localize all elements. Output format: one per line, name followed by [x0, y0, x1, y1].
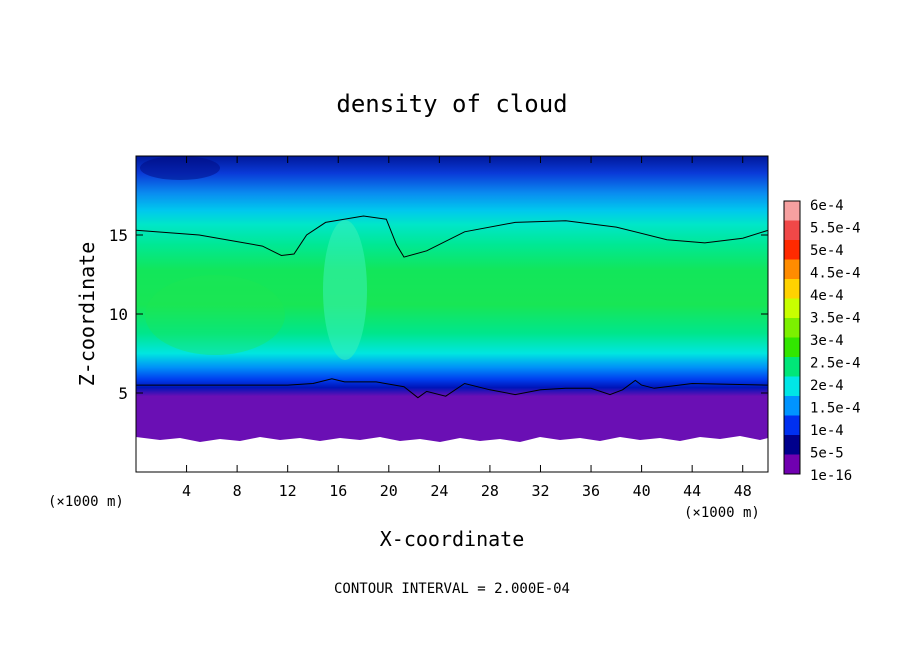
colorbar-segment	[784, 298, 800, 319]
colorbar-label: 5e-4	[810, 243, 844, 259]
colorbar-segment	[784, 376, 800, 397]
colorbar-label: 1e-4	[810, 423, 844, 439]
x-tick-label: 8	[233, 482, 242, 500]
x-tick-label: 20	[380, 482, 398, 500]
x-tick-label: 36	[582, 482, 600, 500]
colorbar-segment	[784, 435, 800, 455]
colorbar-segment	[784, 220, 800, 241]
x-tick-label: 4	[182, 482, 191, 500]
colorbar-segment	[784, 240, 800, 260]
colorbar-segment	[784, 318, 800, 338]
x-tick-label: 32	[531, 482, 549, 500]
colorbar-label: 2e-4	[810, 378, 844, 394]
colorbar-segment	[784, 396, 800, 416]
y-tick-label: 10	[109, 305, 128, 324]
colorbar-label: 1e-16	[810, 468, 852, 484]
colorbar-label: 5e-5	[810, 446, 844, 462]
x-tick-label: 44	[683, 482, 701, 500]
y-tick-label: 5	[118, 384, 128, 403]
contour-line	[136, 215, 768, 258]
x-axis-label: X-coordinate	[380, 527, 525, 551]
x-tick-label: 28	[481, 482, 499, 500]
colorbar-segment	[784, 454, 800, 475]
y-axis-label: Z-coordinate	[75, 242, 99, 387]
cloud-density-field-shape	[136, 156, 768, 442]
x-tick-label: 24	[430, 482, 448, 500]
top-dark-cell	[140, 156, 220, 180]
colorbar-label: 6e-4	[810, 198, 844, 214]
colorbar-label: 3.5e-4	[810, 311, 861, 327]
colorbar-frame	[783, 200, 801, 475]
z-unit-label: (×1000 m)	[684, 505, 760, 521]
contour-line	[136, 378, 768, 399]
colorbar-label: 3e-4	[810, 333, 844, 349]
colorbar-segment	[784, 357, 800, 377]
chart-title: density of cloud	[336, 90, 567, 118]
contour-interval-note: CONTOUR INTERVAL = 2.000E-04	[334, 581, 570, 597]
x-unit-label: (×1000 m)	[48, 494, 124, 510]
colorbar-label: 4e-4	[810, 288, 844, 304]
colorbar: 6e-4 5.5e-4 5e-4 4.5e-4 4e-4 3.5e-4 3e-4 2.5e-4…	[783, 198, 861, 484]
colorbar-segment	[784, 259, 800, 280]
y-tick-label: 15	[109, 226, 128, 245]
left-green-core	[145, 275, 285, 355]
x-tick-label: 12	[279, 482, 297, 500]
y-axis-ticks: 5 10 15	[109, 226, 768, 403]
x-tick-label: 48	[734, 482, 752, 500]
colorbar-segment	[784, 279, 800, 299]
colorbar-segment	[784, 201, 800, 221]
colorbar-segment	[784, 337, 800, 358]
colorbar-label: 5.5e-4	[810, 221, 861, 237]
colorbar-label: 4.5e-4	[810, 266, 861, 282]
plot-area	[136, 156, 768, 472]
colorbar-label: 2.5e-4	[810, 356, 861, 372]
colorbar-segment	[784, 415, 800, 436]
contour-lines	[136, 215, 768, 399]
x-axis-ticks: 4 8 12 16 20 24 28 32 36 40 44 48	[182, 156, 752, 500]
x-tick-label: 16	[329, 482, 347, 500]
x-tick-label: 40	[633, 482, 651, 500]
upper-light-plume	[323, 220, 367, 360]
colorbar-label: 1.5e-4	[810, 401, 861, 417]
